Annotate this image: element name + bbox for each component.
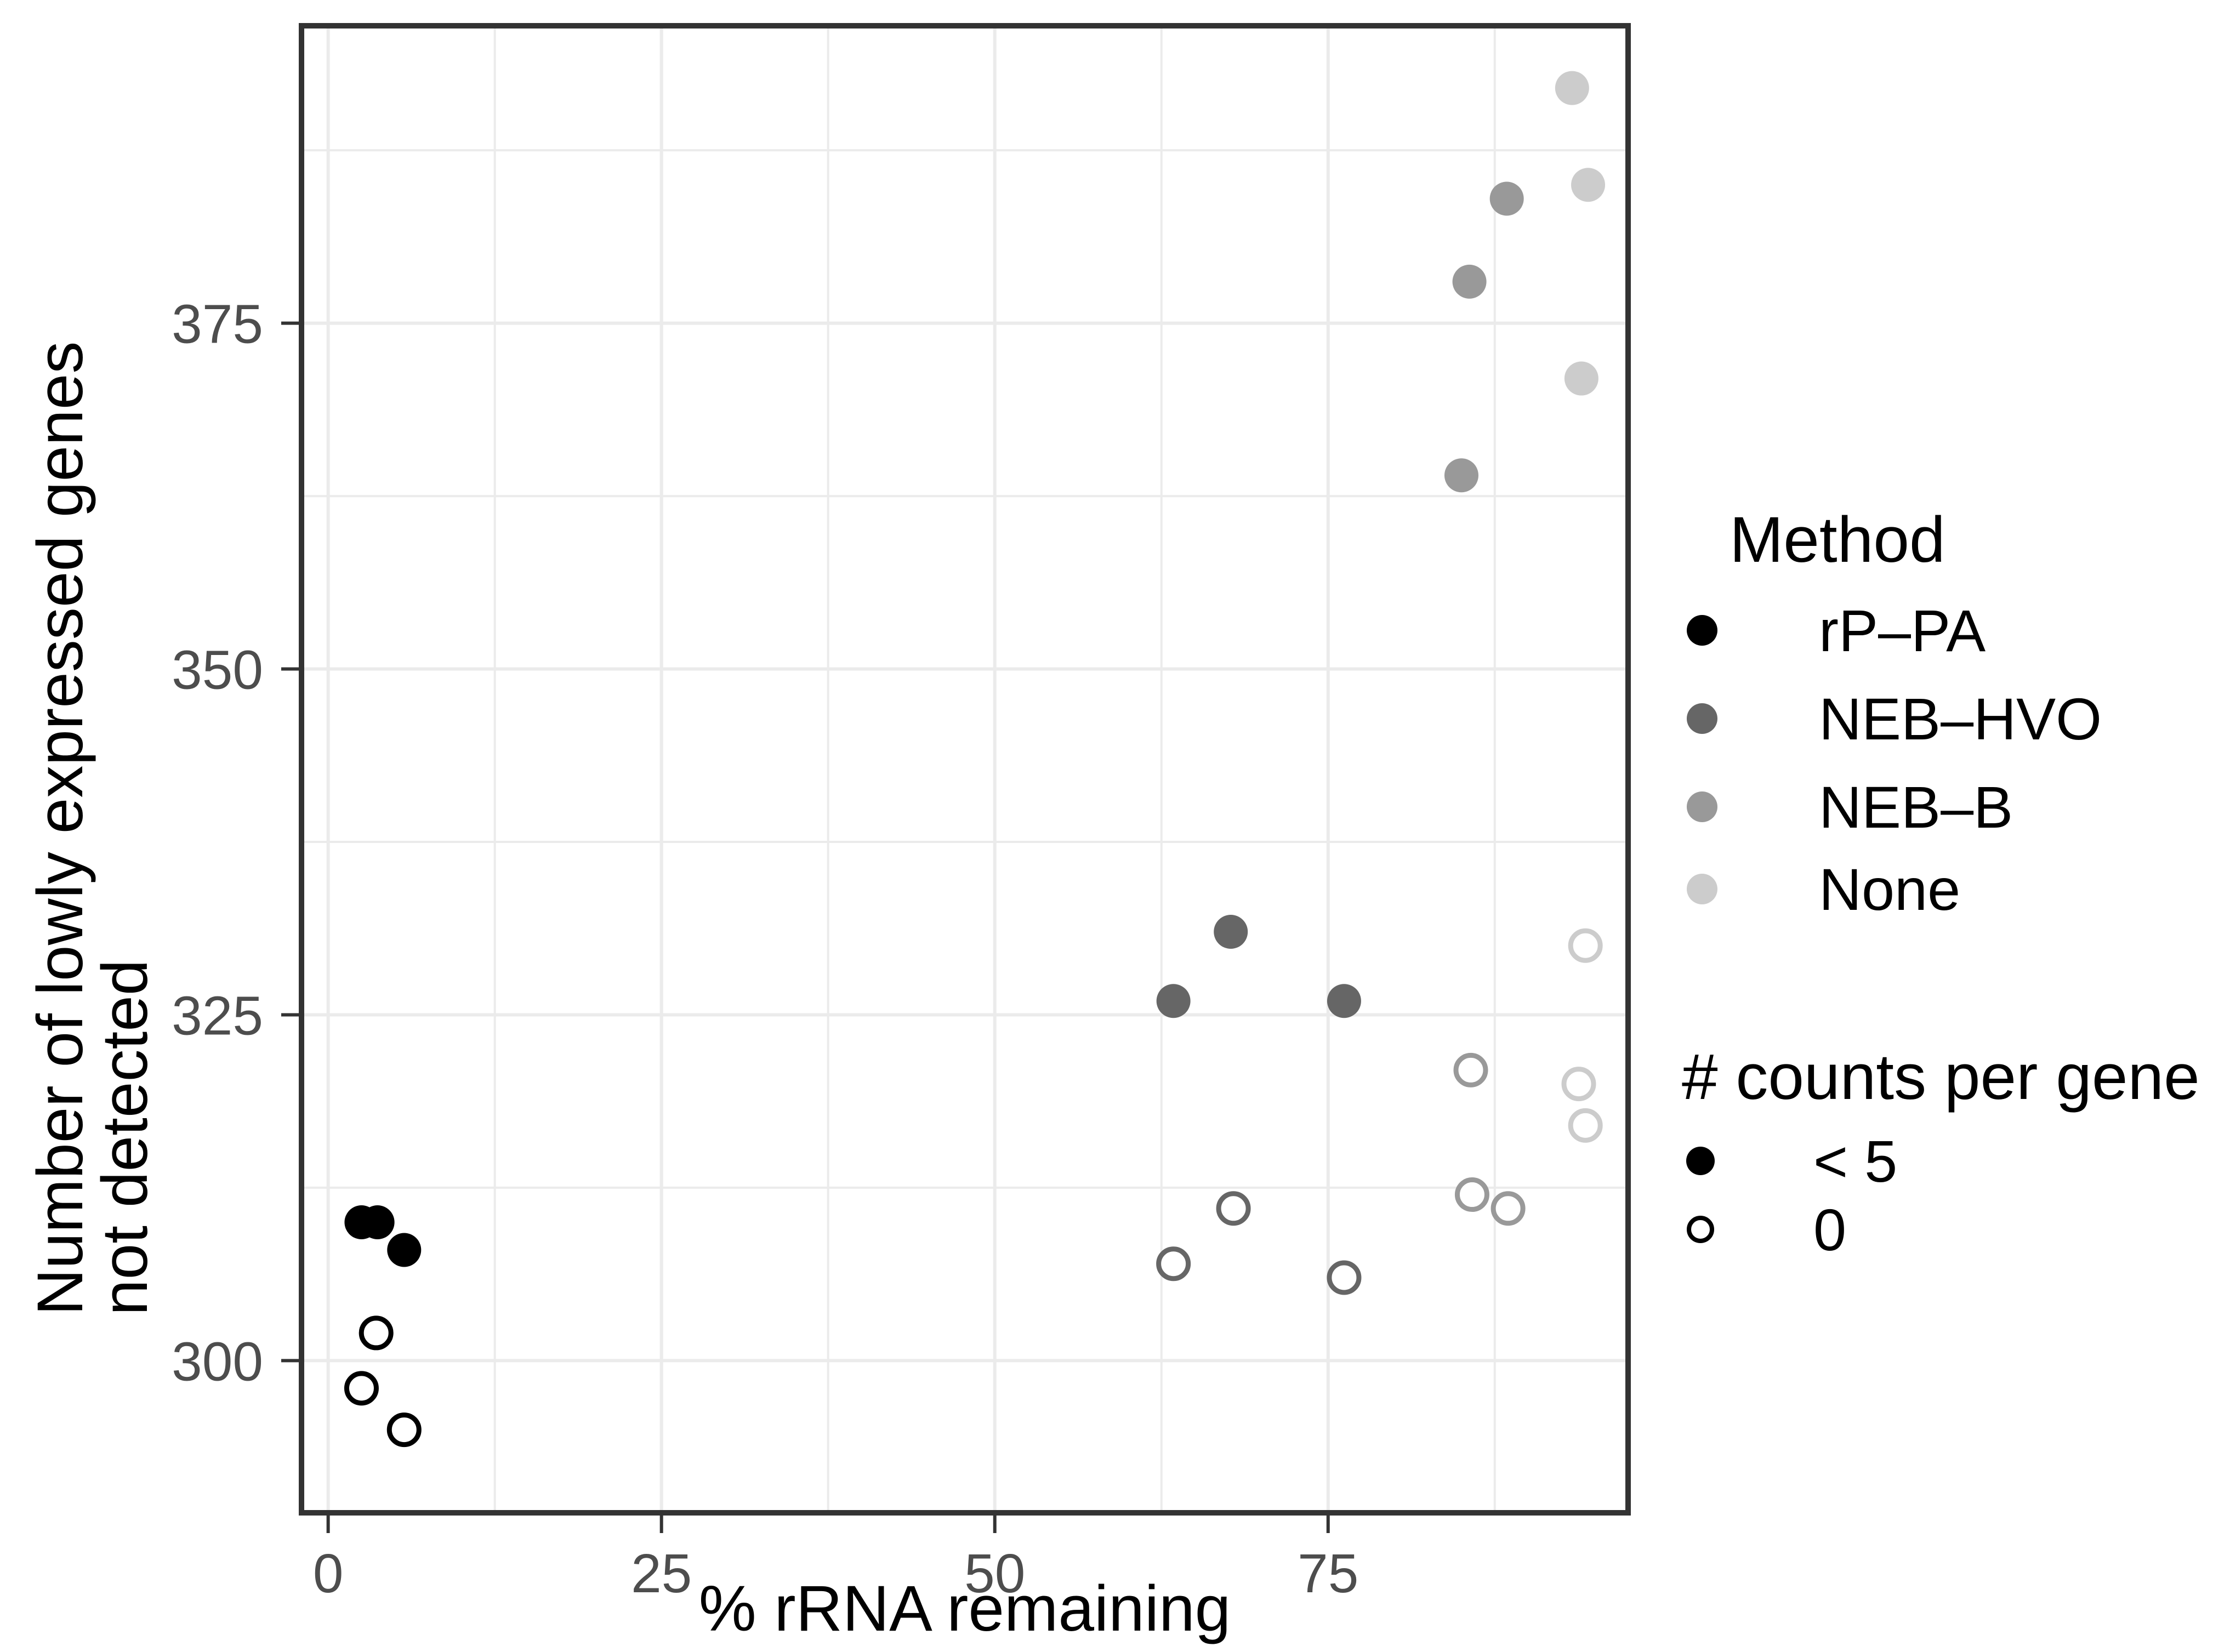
data-point-filled-NEB–HVO [1327, 984, 1361, 1018]
data-point-filled-None [1564, 361, 1598, 396]
data-point-open-None [1568, 1108, 1603, 1143]
x-tick-label: 0 [313, 1543, 344, 1604]
data-point-open-None [1561, 1067, 1596, 1102]
legend-method-key-rP–PA [1687, 615, 1717, 646]
x-tick-label: 50 [964, 1543, 1025, 1604]
data-point-filled-NEB–B [1489, 181, 1524, 216]
legend-counts-label-< 5: < 5 [1813, 1128, 1897, 1194]
data-point-open-NEB–HVO [1216, 1191, 1251, 1226]
legend-counts-title: # counts per gene [1682, 1041, 2200, 1113]
data-point-filled-None [1555, 71, 1589, 105]
legend-method-label-NEB–B: NEB–B [1819, 774, 2013, 840]
data-point-filled-NEB–B [1452, 264, 1487, 299]
y-axis-title-line1: Number of lowly expressed genes [24, 341, 96, 1315]
y-tick-label: 325 [172, 985, 263, 1046]
data-point-filled-NEB–B [1444, 458, 1478, 493]
legend-method-key-None [1687, 874, 1717, 904]
legend-method-title: Method [1730, 504, 1945, 576]
data-point-open-rP–PA [386, 1412, 422, 1448]
legend-counts-key-open [1687, 1216, 1714, 1243]
data-point-filled-rP–PA [360, 1205, 395, 1240]
y-tick-label: 350 [172, 640, 263, 701]
data-point-filled-rP–PA [387, 1233, 422, 1267]
panel-border [299, 23, 1631, 1516]
data-point-open-rP–PA [359, 1315, 394, 1351]
data-point-filled-NEB–HVO [1214, 915, 1248, 949]
data-point-open-NEB–B [1453, 1052, 1488, 1087]
legend-method-label-None: None [1819, 856, 1960, 922]
data-point-open-NEB–B [1490, 1191, 1526, 1226]
legend-counts-key-filled [1686, 1147, 1715, 1175]
plot-panel [301, 26, 1628, 1513]
data-point-open-NEB–B [1454, 1177, 1489, 1212]
legend-method-label-rP–PA: rP–PA [1819, 597, 1986, 664]
data-point-filled-None [1571, 168, 1606, 202]
data-point-open-NEB–HVO [1327, 1260, 1362, 1295]
y-tick-label: 300 [172, 1331, 263, 1392]
legend-method-key-NEB–HVO [1687, 703, 1717, 734]
y-axis-title-line2: not detected [89, 959, 161, 1315]
data-point-open-rP–PA [344, 1371, 379, 1406]
data-point-filled-NEB–HVO [1156, 984, 1191, 1018]
legend-method-label-NEB–HVO: NEB–HVO [1819, 686, 2102, 752]
x-tick-label: 25 [631, 1543, 692, 1604]
x-tick-label: 75 [1298, 1543, 1358, 1604]
data-point-open-NEB–HVO [1156, 1246, 1191, 1281]
y-tick-label: 375 [172, 294, 263, 355]
legend-method-key-NEB–B [1687, 791, 1717, 822]
x-axis-title: % rRNA remaining [699, 1573, 1231, 1645]
data-point-open-None [1568, 928, 1603, 963]
legend-counts-label-0: 0 [1813, 1197, 1846, 1263]
